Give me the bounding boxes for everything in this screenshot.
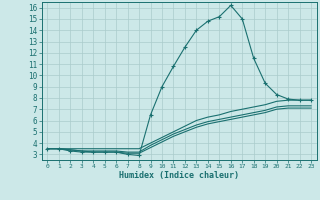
X-axis label: Humidex (Indice chaleur): Humidex (Indice chaleur) [119,171,239,180]
